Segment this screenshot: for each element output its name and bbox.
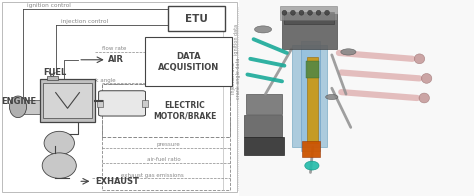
Bar — [145, 37, 232, 86]
Text: flow rate: flow rate — [102, 46, 126, 51]
Text: ENGINE: ENGINE — [1, 97, 36, 106]
Text: ETU: ETU — [185, 14, 208, 24]
Ellipse shape — [325, 10, 329, 15]
Ellipse shape — [308, 10, 312, 15]
Text: DATA
ACQUISITION: DATA ACQUISITION — [158, 52, 219, 72]
Text: ignition control: ignition control — [27, 3, 72, 8]
Ellipse shape — [421, 74, 432, 83]
Circle shape — [255, 26, 272, 33]
Bar — [284, 12, 334, 24]
Bar — [239, 0, 474, 196]
Ellipse shape — [419, 93, 429, 103]
Bar — [43, 83, 92, 118]
Bar — [239, 0, 474, 196]
FancyBboxPatch shape — [99, 91, 146, 116]
Bar — [280, 6, 337, 20]
Text: injection and
crank angle data: injection and crank angle data — [231, 58, 241, 99]
Ellipse shape — [42, 153, 76, 178]
Bar — [244, 137, 284, 155]
Bar — [40, 79, 95, 122]
Text: ELECTRIC
MOTOR/BRAKE: ELECTRIC MOTOR/BRAKE — [154, 101, 217, 121]
Text: AIR: AIR — [108, 55, 124, 64]
Bar — [301, 41, 320, 151]
Bar — [102, 84, 230, 190]
Ellipse shape — [305, 161, 319, 170]
Bar — [2, 2, 237, 192]
Bar — [47, 76, 58, 80]
Ellipse shape — [299, 10, 304, 15]
Bar — [292, 45, 327, 147]
Text: air-fuel ratio: air-fuel ratio — [147, 157, 181, 162]
Ellipse shape — [44, 131, 74, 155]
Ellipse shape — [282, 10, 287, 15]
Text: ignition data: ignition data — [234, 24, 238, 55]
Bar — [97, 100, 103, 107]
Text: injection control: injection control — [61, 18, 108, 24]
Ellipse shape — [291, 10, 295, 15]
Bar — [246, 94, 282, 114]
Text: EXHAUST: EXHAUST — [95, 177, 139, 186]
Bar — [282, 14, 337, 49]
Bar — [307, 57, 318, 143]
Ellipse shape — [414, 54, 425, 64]
Bar — [0, 0, 239, 196]
Bar — [302, 141, 320, 157]
Circle shape — [326, 94, 338, 100]
Circle shape — [341, 49, 356, 55]
Bar — [21, 100, 41, 114]
Ellipse shape — [316, 10, 321, 15]
Text: exhaust gas emissions: exhaust gas emissions — [121, 173, 183, 178]
Bar — [142, 100, 148, 107]
Ellipse shape — [9, 96, 27, 118]
Text: crank angle: crank angle — [83, 78, 116, 83]
Text: FUEL: FUEL — [44, 68, 67, 77]
Bar — [102, 84, 230, 137]
Bar — [244, 115, 282, 137]
Text: pressure: pressure — [156, 142, 180, 147]
Bar — [168, 6, 225, 31]
Bar — [306, 61, 319, 78]
